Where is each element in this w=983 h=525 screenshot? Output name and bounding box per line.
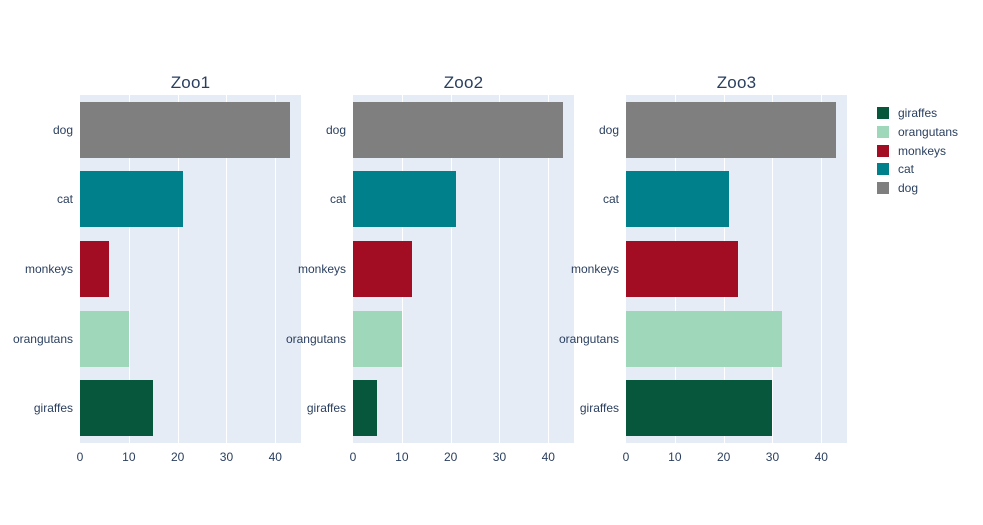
x-tick-label-30: 30 xyxy=(219,450,234,464)
legend-label: monkeys xyxy=(898,143,947,158)
subplot-zoo2-plot-area[interactable]: dog cat monkeys orangutans giraffes 0 10 20 30 40 xyxy=(286,95,574,464)
x-tick-label-10: 10 xyxy=(668,450,682,464)
x-tick-label-0: 0 xyxy=(76,450,84,464)
x-gridline-30 xyxy=(772,95,774,443)
bar-monkeys[interactable] xyxy=(353,241,412,297)
y-tick-label-monkeys: monkeys xyxy=(570,262,619,276)
legend-label: orangutans xyxy=(898,125,959,140)
y-tick-label-dog: dog xyxy=(598,122,619,137)
x-tick-label-0: 0 xyxy=(349,450,357,464)
bar-dog[interactable] xyxy=(353,101,563,158)
y-tick-label-orangutans: orangutans xyxy=(285,331,346,346)
x-gridline-20 xyxy=(450,95,452,443)
bar-giraffes[interactable] xyxy=(353,380,378,437)
y-tick-label-giraffes: giraffes xyxy=(579,401,619,416)
y-tick-label-monkeys: monkeys xyxy=(297,262,346,276)
monkeys-swatch-icon xyxy=(877,144,889,157)
x-tick-label-30: 30 xyxy=(492,450,507,464)
x-gridline-30 xyxy=(226,95,228,443)
y-tick-label-cat: cat xyxy=(329,192,346,207)
bar-giraffes[interactable] xyxy=(80,380,154,437)
x-tick-label-20: 20 xyxy=(443,450,458,464)
y-tick-label-dog: dog xyxy=(52,122,73,137)
bar-orangutans[interactable] xyxy=(80,310,129,367)
legend-label: dog xyxy=(898,181,919,196)
legend-item-dog[interactable]: dog xyxy=(877,179,958,198)
legend-item-giraffes[interactable]: giraffes xyxy=(877,104,958,123)
x-gridline-30 xyxy=(499,95,501,443)
y-tick-label-orangutans: orangutans xyxy=(558,331,619,346)
legend-item-monkeys[interactable]: monkeys xyxy=(877,141,958,160)
x-tick-label-40: 40 xyxy=(268,450,282,464)
legend: giraffes orangutans monkeys cat dog xyxy=(877,104,958,197)
bar-cat[interactable] xyxy=(626,171,729,228)
x-gridline-40 xyxy=(821,95,823,443)
subplot-zoo1-plot-area[interactable]: dog cat monkeys orangutans giraffes 0 10 20 30 40 xyxy=(13,95,301,464)
x-tick-label-40: 40 xyxy=(541,450,555,464)
y-tick-label-cat: cat xyxy=(56,192,73,207)
x-gridline-40 xyxy=(275,95,277,443)
bar-cat[interactable] xyxy=(353,171,456,228)
cat-swatch-icon xyxy=(877,163,889,176)
dog-swatch-icon xyxy=(877,182,889,195)
y-tick-label-giraffes: giraffes xyxy=(306,401,346,416)
bar-monkeys[interactable] xyxy=(626,241,739,297)
bar-dog[interactable] xyxy=(80,101,290,158)
y-tick-label-orangutans: orangutans xyxy=(12,331,73,346)
bar-cat[interactable] xyxy=(80,171,183,228)
bar-monkeys[interactable] xyxy=(80,241,110,297)
legend-item-cat[interactable]: cat xyxy=(877,160,958,179)
orangutans-swatch-icon xyxy=(877,126,889,139)
x-tick-label-20: 20 xyxy=(716,450,731,464)
bar-orangutans[interactable] xyxy=(353,310,402,367)
legend-label: cat xyxy=(898,162,915,177)
x-gridline-40 xyxy=(548,95,550,443)
y-tick-label-giraffes: giraffes xyxy=(33,401,73,416)
giraffes-swatch-icon xyxy=(877,107,889,120)
x-tick-label-30: 30 xyxy=(765,450,780,464)
bar-dog[interactable] xyxy=(626,101,836,158)
legend-label: giraffes xyxy=(898,106,938,121)
x-gridline-10 xyxy=(128,95,130,443)
x-tick-label-20: 20 xyxy=(170,450,185,464)
subplot-title-zoo2: Zoo2 xyxy=(443,73,484,92)
x-tick-label-10: 10 xyxy=(122,450,136,464)
bar-orangutans[interactable] xyxy=(626,310,783,367)
x-tick-label-10: 10 xyxy=(395,450,409,464)
x-gridline-20 xyxy=(177,95,179,443)
y-tick-label-monkeys: monkeys xyxy=(24,262,73,276)
subplot-title-zoo1: Zoo1 xyxy=(170,73,211,92)
bar-giraffes[interactable] xyxy=(626,380,773,437)
y-tick-label-cat: cat xyxy=(602,192,619,207)
legend-item-orangutans[interactable]: orangutans xyxy=(877,123,958,142)
x-tick-label-40: 40 xyxy=(814,450,828,464)
subplot-title-zoo3: Zoo3 xyxy=(716,73,757,92)
y-tick-label-dog: dog xyxy=(325,122,346,137)
subplot-zoo3-plot-area[interactable]: dog cat monkeys orangutans giraffes 0 10 20 30 40 xyxy=(559,95,847,464)
x-tick-label-0: 0 xyxy=(622,450,630,464)
